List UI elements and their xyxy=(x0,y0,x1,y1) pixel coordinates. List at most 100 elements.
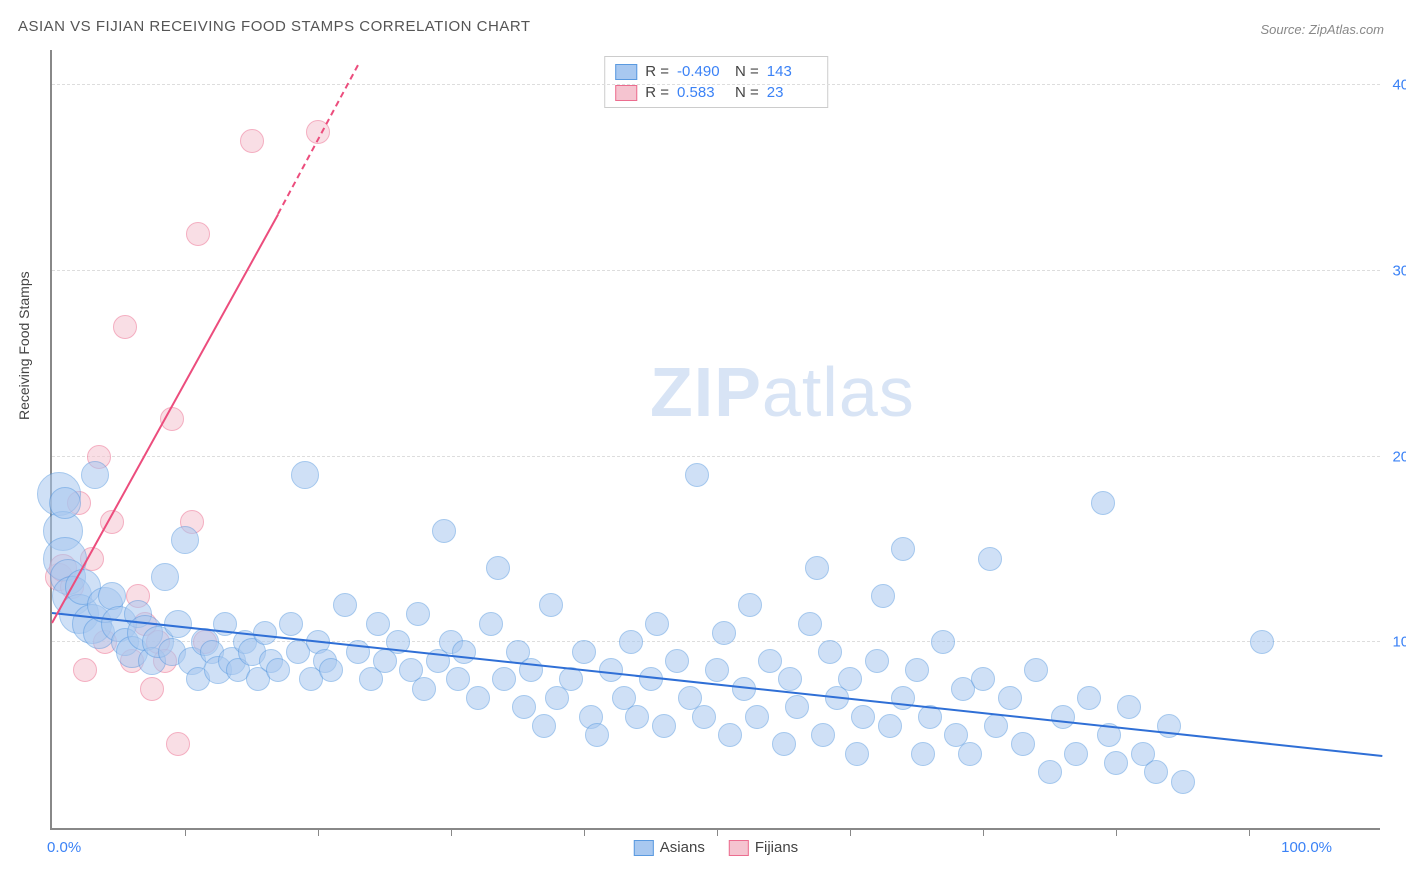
x-tick xyxy=(451,828,452,836)
watermark: ZIPatlas xyxy=(650,352,915,432)
data-point xyxy=(798,612,822,636)
data-point xyxy=(978,547,1002,571)
data-point xyxy=(432,519,456,543)
data-point xyxy=(585,723,609,747)
data-point xyxy=(811,723,835,747)
x-tick xyxy=(318,828,319,836)
data-point xyxy=(81,461,109,489)
n-value-asians: 143 xyxy=(767,63,817,80)
data-point xyxy=(718,723,742,747)
data-point xyxy=(113,315,137,339)
x-tick xyxy=(717,828,718,836)
data-point xyxy=(778,667,802,691)
data-point xyxy=(240,129,264,153)
data-point xyxy=(279,612,303,636)
data-point xyxy=(705,658,729,682)
plot-area: ZIPatlas R = -0.490 N = 143 R = 0.583 N … xyxy=(50,50,1380,830)
data-point xyxy=(572,640,596,664)
data-point xyxy=(865,649,889,673)
gridline xyxy=(52,456,1380,457)
data-point xyxy=(266,658,290,682)
n-value-fijians: 23 xyxy=(767,84,817,101)
data-point xyxy=(639,667,663,691)
source-label: Source: ZipAtlas.com xyxy=(1260,22,1384,37)
data-point xyxy=(1038,760,1062,784)
data-point xyxy=(931,630,955,654)
y-axis-label: Receiving Food Stamps xyxy=(16,271,32,420)
data-point xyxy=(838,667,862,691)
data-point xyxy=(1064,742,1088,766)
data-point xyxy=(452,640,476,664)
data-point xyxy=(73,658,97,682)
data-point xyxy=(406,602,430,626)
data-point xyxy=(911,742,935,766)
data-point xyxy=(1024,658,1048,682)
data-point xyxy=(871,584,895,608)
data-point xyxy=(712,621,736,645)
x-tick xyxy=(850,828,851,836)
data-point xyxy=(645,612,669,636)
data-point xyxy=(805,556,829,580)
data-point xyxy=(1250,630,1274,654)
x-axis-min-label: 0.0% xyxy=(47,839,81,856)
data-point xyxy=(851,705,875,729)
data-point xyxy=(1104,751,1128,775)
y-tick-label: 30.0% xyxy=(1392,262,1406,279)
n-label: N = xyxy=(735,63,759,80)
legend-row-asians: R = -0.490 N = 143 xyxy=(615,61,817,82)
data-point xyxy=(625,705,649,729)
legend-item-asians: Asians xyxy=(634,839,705,856)
x-tick xyxy=(584,828,585,836)
watermark-bold: ZIP xyxy=(650,353,762,431)
data-point xyxy=(878,714,902,738)
chart-title: ASIAN VS FIJIAN RECEIVING FOOD STAMPS CO… xyxy=(18,18,531,35)
data-point xyxy=(1171,770,1195,794)
legend-series: Asians Fijians xyxy=(634,839,798,856)
data-point xyxy=(479,612,503,636)
data-point xyxy=(1117,695,1141,719)
data-point xyxy=(984,714,1008,738)
x-tick xyxy=(1249,828,1250,836)
data-point xyxy=(492,667,516,691)
data-point xyxy=(958,742,982,766)
legend-label-asians: Asians xyxy=(660,839,705,856)
data-point xyxy=(905,658,929,682)
trend-line xyxy=(51,214,279,624)
gridline xyxy=(52,270,1380,271)
watermark-rest: atlas xyxy=(762,353,915,431)
data-point xyxy=(998,686,1022,710)
data-point xyxy=(971,667,995,691)
data-point xyxy=(665,649,689,673)
data-point xyxy=(785,695,809,719)
data-point xyxy=(1091,491,1115,515)
data-point xyxy=(319,658,343,682)
legend-swatch-asians xyxy=(615,64,637,80)
data-point xyxy=(619,630,643,654)
data-point xyxy=(166,732,190,756)
r-label: R = xyxy=(645,63,669,80)
data-point xyxy=(692,705,716,729)
legend-item-fijians: Fijians xyxy=(729,839,798,856)
legend-correlation: R = -0.490 N = 143 R = 0.583 N = 23 xyxy=(604,56,828,108)
y-tick-label: 40.0% xyxy=(1392,77,1406,94)
data-point xyxy=(818,640,842,664)
data-point xyxy=(512,695,536,719)
data-point xyxy=(1011,732,1035,756)
data-point xyxy=(845,742,869,766)
x-tick xyxy=(185,828,186,836)
r-value-fijians: 0.583 xyxy=(677,84,727,101)
data-point xyxy=(446,667,470,691)
data-point xyxy=(49,487,81,519)
data-point xyxy=(758,649,782,673)
gridline xyxy=(52,84,1380,85)
legend-swatch-fijians xyxy=(729,840,749,856)
legend-swatch-asians xyxy=(634,840,654,856)
r-value-asians: -0.490 xyxy=(677,63,727,80)
data-point xyxy=(738,593,762,617)
data-point xyxy=(1077,686,1101,710)
x-tick xyxy=(983,828,984,836)
data-point xyxy=(466,686,490,710)
data-point xyxy=(891,537,915,561)
data-point xyxy=(151,563,179,591)
legend-label-fijians: Fijians xyxy=(755,839,798,856)
